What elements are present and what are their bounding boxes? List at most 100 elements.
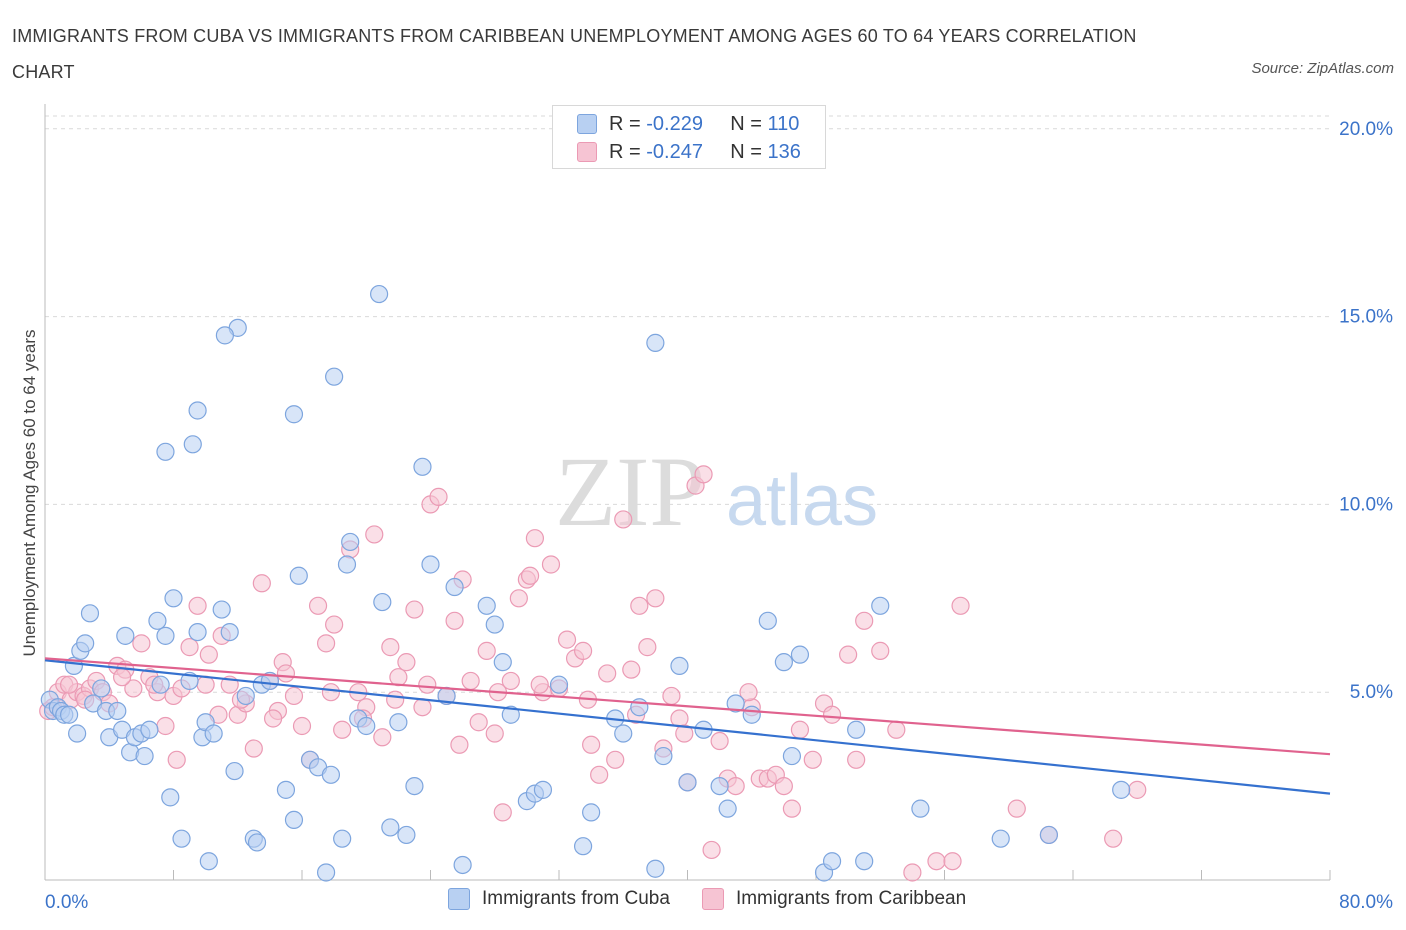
point-caribbean bbox=[530, 675, 549, 694]
point-cuba bbox=[718, 799, 737, 818]
r-value: -0.229 bbox=[646, 112, 703, 135]
point-caribbean bbox=[132, 634, 151, 653]
point-cuba bbox=[116, 626, 135, 645]
point-caribbean bbox=[325, 615, 344, 634]
point-caribbean bbox=[386, 690, 405, 709]
point-caribbean bbox=[871, 641, 890, 660]
point-caribbean bbox=[951, 596, 970, 615]
point-cuba bbox=[405, 776, 424, 796]
point-cuba bbox=[204, 724, 223, 743]
point-caribbean bbox=[855, 611, 874, 630]
point-cuba bbox=[726, 694, 745, 713]
point-cuba bbox=[782, 746, 802, 766]
point-cuba bbox=[397, 825, 416, 845]
point-cuba bbox=[316, 863, 336, 882]
n-label: N = bbox=[730, 140, 762, 163]
point-cuba bbox=[742, 705, 761, 724]
point-cuba bbox=[871, 596, 890, 615]
point-caribbean bbox=[694, 465, 713, 484]
point-caribbean bbox=[1007, 799, 1026, 818]
point-caribbean bbox=[887, 720, 906, 739]
point-cuba bbox=[573, 837, 593, 856]
watermark-zip: ZIP bbox=[555, 436, 705, 547]
point-cuba bbox=[485, 615, 504, 634]
point-cuba bbox=[790, 645, 810, 664]
point-caribbean bbox=[124, 679, 143, 698]
stats-legend: R = -0.229 N = 110 R = -0.247 N = 136 bbox=[552, 105, 826, 169]
point-caribbean bbox=[244, 739, 263, 758]
point-caribbean bbox=[188, 596, 207, 615]
point-caribbean bbox=[614, 510, 633, 529]
point-caribbean bbox=[316, 634, 336, 653]
caribbean-swatch bbox=[701, 888, 724, 910]
point-cuba bbox=[284, 810, 304, 830]
point-cuba bbox=[421, 555, 440, 574]
axes bbox=[44, 104, 1331, 881]
x-tick-label: 0.0% bbox=[45, 892, 88, 913]
point-caribbean bbox=[493, 803, 512, 822]
data-points bbox=[39, 284, 1147, 882]
point-cuba bbox=[260, 671, 279, 691]
point-caribbean bbox=[477, 641, 496, 660]
point-cuba bbox=[453, 855, 472, 875]
cuba-swatch bbox=[577, 114, 597, 134]
point-caribbean bbox=[525, 529, 545, 548]
n-value: 136 bbox=[767, 140, 801, 163]
point-caribbean bbox=[389, 668, 408, 687]
point-cuba bbox=[321, 765, 341, 784]
point-cuba bbox=[549, 675, 569, 694]
point-cuba bbox=[236, 686, 255, 706]
point-caribbean bbox=[196, 675, 215, 694]
point-cuba bbox=[135, 746, 154, 766]
stats-row-cuba: R = -0.229 N = 110 bbox=[577, 112, 799, 136]
legend-item-cuba: Immigrants from Cuba bbox=[448, 888, 670, 910]
point-caribbean bbox=[405, 600, 424, 619]
point-caribbean bbox=[903, 863, 922, 882]
point-caribbean bbox=[413, 698, 432, 717]
point-cuba bbox=[212, 600, 231, 619]
trend-lines bbox=[44, 657, 1331, 795]
point-cuba bbox=[156, 442, 175, 461]
point-caribbean bbox=[839, 645, 858, 664]
point-cuba bbox=[108, 701, 127, 721]
caribbean-swatch bbox=[577, 142, 597, 162]
point-caribbean bbox=[927, 852, 946, 871]
trend-line-cuba bbox=[44, 659, 1331, 795]
point-cuba bbox=[140, 720, 159, 739]
point-cuba bbox=[533, 780, 553, 799]
y-tick-label: 10.0% bbox=[1339, 494, 1393, 515]
point-cuba bbox=[445, 577, 464, 597]
point-caribbean bbox=[321, 683, 341, 702]
x-tick-label: 80.0% bbox=[1339, 892, 1393, 913]
n-value: 110 bbox=[767, 112, 800, 135]
point-cuba bbox=[646, 333, 665, 352]
point-caribbean bbox=[284, 686, 304, 706]
point-cuba bbox=[855, 852, 874, 871]
n-label: N = bbox=[730, 112, 762, 135]
point-caribbean bbox=[112, 668, 132, 687]
legend-label-caribbean: Immigrants from Caribbean bbox=[735, 888, 967, 909]
y-tick-label: 20.0% bbox=[1339, 119, 1393, 140]
point-cuba bbox=[199, 852, 218, 871]
point-caribbean bbox=[606, 750, 625, 769]
point-cuba bbox=[381, 818, 400, 837]
point-caribbean bbox=[646, 589, 665, 608]
point-caribbean bbox=[630, 596, 649, 615]
point-caribbean bbox=[263, 709, 283, 728]
point-caribbean bbox=[847, 750, 866, 769]
point-caribbean bbox=[450, 735, 469, 754]
point-caribbean bbox=[252, 574, 271, 593]
point-cuba bbox=[991, 829, 1010, 848]
point-caribbean bbox=[662, 686, 681, 706]
point-caribbean bbox=[590, 765, 609, 784]
point-cuba bbox=[477, 596, 496, 615]
watermark: ZIP atlas bbox=[555, 436, 878, 547]
point-cuba bbox=[148, 611, 167, 630]
point-cuba bbox=[774, 653, 793, 672]
point-cuba bbox=[501, 705, 520, 724]
chart-title: IMMIGRANTS FROM CUBA VS IMMIGRANTS FROM … bbox=[12, 26, 1137, 82]
point-cuba bbox=[59, 705, 79, 724]
point-caribbean bbox=[790, 720, 810, 739]
point-caribbean bbox=[675, 724, 694, 743]
